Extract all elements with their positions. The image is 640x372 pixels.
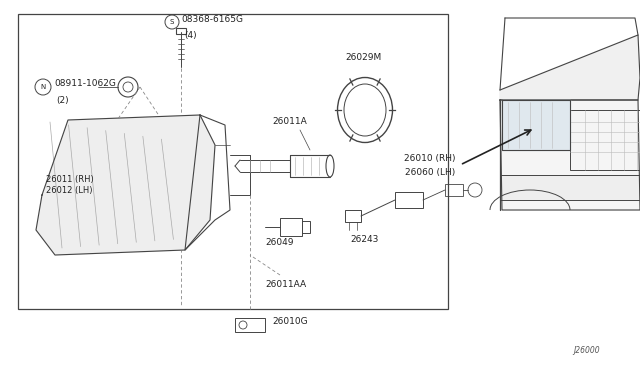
Bar [445,184,463,196]
Polygon shape [36,115,215,255]
Text: 26011A: 26011A [272,117,307,126]
Text: 26060 (LH): 26060 (LH) [404,167,455,176]
Bar [176,28,186,34]
Bar [235,318,265,332]
Text: N: N [40,84,45,90]
Text: 26029M: 26029M [345,53,381,62]
Bar [280,218,302,236]
Bar [395,192,423,208]
Polygon shape [502,100,570,150]
Text: S: S [170,19,174,25]
Text: 26010G: 26010G [272,317,308,326]
Text: J26000: J26000 [573,346,600,355]
Polygon shape [500,35,640,100]
Bar [345,210,361,222]
Bar [302,221,310,233]
Text: 26011AA: 26011AA [265,280,306,289]
Bar [570,110,640,170]
Text: 26243: 26243 [350,235,378,244]
Bar [18,14,448,309]
Polygon shape [500,100,640,210]
Text: 26010 (RH): 26010 (RH) [403,154,455,163]
Text: 26011 (RH): 26011 (RH) [46,175,93,184]
Text: 08911-1062G: 08911-1062G [54,80,116,89]
Text: (2): (2) [56,96,68,105]
Text: (4): (4) [184,31,196,40]
Bar [500,175,640,200]
Text: 26049: 26049 [265,238,294,247]
Text: 26012 (LH): 26012 (LH) [46,186,93,195]
Text: 08368-6165G: 08368-6165G [181,15,243,23]
